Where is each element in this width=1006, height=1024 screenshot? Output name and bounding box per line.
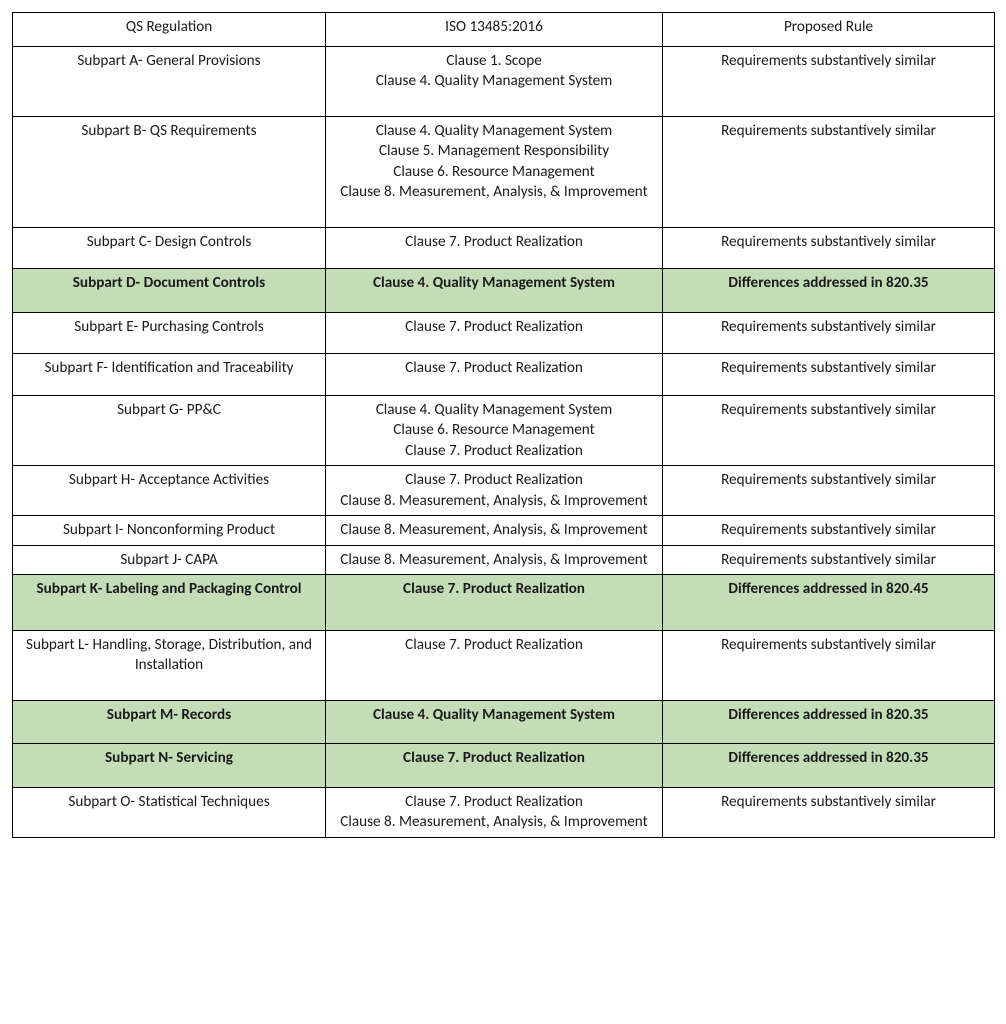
cell-iso: Clause 1. ScopeClause 4. Quality Managem…: [326, 46, 663, 116]
cell-qs: Subpart E- Purchasing Controls: [13, 312, 326, 354]
cell-qs: Subpart O- Statistical Techniques: [13, 787, 326, 837]
table-row: Subpart N- Servicing Clause 7. Product Re…: [13, 744, 995, 788]
cell-iso: Clause 7. Product Realization: [326, 354, 663, 396]
cell-iso: Clause 7. Product Realization: [326, 744, 663, 788]
cell-rule: Differences addressed in 820.45: [663, 575, 995, 631]
iso-clause-line: Clause 7. Product Realization: [334, 441, 654, 462]
table-row: Subpart D- Document Controls Clause 4. Qu…: [13, 269, 995, 313]
iso-clause-line: Clause 7. Product Realization: [334, 792, 654, 813]
cell-qs: Subpart F- Identification and Traceabili…: [13, 354, 326, 396]
cell-iso: Clause 7. Product Realization: [326, 630, 663, 700]
iso-clause-line: Clause 4. Quality Management System: [334, 71, 654, 92]
cell-rule: Requirements substantively similar: [663, 787, 995, 837]
table-body: Subpart A- General ProvisionsClause 1. S…: [13, 46, 995, 837]
cell-rule: Requirements substantively similar: [663, 312, 995, 354]
table-row: Subpart M- Records Clause 4. Quality Mana…: [13, 700, 995, 744]
iso-clause-line: Clause 7. Product Realization: [334, 317, 654, 338]
cell-iso: Clause 7. Product Realization: [326, 227, 663, 269]
cell-qs: Subpart G- PP&C: [13, 395, 326, 466]
cell-rule: Requirements substantively similar: [663, 466, 995, 516]
cell-qs: Subpart A- General Provisions: [13, 46, 326, 116]
iso-clause-line: Clause 8. Measurement, Analysis, & Impro…: [334, 491, 654, 512]
cell-qs: Subpart B- QS Requirements: [13, 116, 326, 227]
table-row: Subpart I- Nonconforming Product Clause 8…: [13, 516, 995, 546]
cell-iso: Clause 7. Product Realization: [326, 575, 663, 631]
iso-clause-line: Clause 7. Product Realization: [334, 635, 654, 656]
iso-clause-line: Clause 5. Management Responsibility: [334, 141, 654, 162]
table-row: Subpart C- Design Controls Clause 7. Prod…: [13, 227, 995, 269]
cell-iso: Clause 4. Quality Management SystemClaus…: [326, 395, 663, 466]
cell-rule: Requirements substantively similar: [663, 227, 995, 269]
table-row: Subpart K- Labeling and Packaging Contro…: [13, 575, 995, 631]
cell-iso: Clause 4. Quality Management System: [326, 700, 663, 744]
cell-rule: Differences addressed in 820.35: [663, 744, 995, 788]
iso-clause-line: Clause 7. Product Realization: [334, 748, 654, 769]
table-row: Subpart L- Handling, Storage, Distributi…: [13, 630, 995, 700]
header-iso: ISO 13485:2016: [326, 13, 663, 47]
iso-clause-line: Clause 8. Measurement, Analysis, & Impro…: [334, 520, 654, 541]
cell-qs: Subpart J- CAPA: [13, 545, 326, 575]
iso-clause-line: Clause 8. Measurement, Analysis, & Impro…: [334, 812, 654, 833]
cell-qs: Subpart K- Labeling and Packaging Contro…: [13, 575, 326, 631]
iso-clause-line: Clause 7. Product Realization: [334, 470, 654, 491]
table-row: Subpart E- Purchasing Controls Clause 7. …: [13, 312, 995, 354]
cell-rule: Requirements substantively similar: [663, 116, 995, 227]
cell-rule: Requirements substantively similar: [663, 46, 995, 116]
iso-clause-line: Clause 6. Resource Management: [334, 162, 654, 183]
cell-iso: Clause 7. Product RealizationClause 8. M…: [326, 787, 663, 837]
cell-iso: Clause 7. Product Realization: [326, 312, 663, 354]
iso-clause-line: Clause 8. Measurement, Analysis, & Impro…: [334, 550, 654, 571]
iso-clause-line: Clause 4. Quality Management System: [334, 400, 654, 421]
cell-rule: Differences addressed in 820.35: [663, 700, 995, 744]
table-row: Subpart J- CAPA Clause 8. Measurement, An…: [13, 545, 995, 575]
cell-rule: Requirements substantively similar: [663, 516, 995, 546]
iso-clause-line: Clause 4. Quality Management System: [334, 705, 654, 726]
cell-rule: Requirements substantively similar: [663, 545, 995, 575]
table-header-row: QS Regulation ISO 13485:2016 Proposed Ru…: [13, 13, 995, 47]
cell-rule: Differences addressed in 820.35: [663, 269, 995, 313]
iso-clause-line: Clause 7. Product Realization: [334, 358, 654, 379]
cell-qs: Subpart I- Nonconforming Product: [13, 516, 326, 546]
table-row: Subpart A- General ProvisionsClause 1. S…: [13, 46, 995, 116]
cell-qs: Subpart C- Design Controls: [13, 227, 326, 269]
iso-clause-line: Clause 4. Quality Management System: [334, 121, 654, 142]
cell-iso: Clause 4. Quality Management System: [326, 269, 663, 313]
table-row: Subpart G- PP&CClause 4. Quality Managem…: [13, 395, 995, 466]
iso-clause-line: Clause 6. Resource Management: [334, 420, 654, 441]
table-row: Subpart F- Identification and Traceabili…: [13, 354, 995, 396]
cell-rule: Requirements substantively similar: [663, 630, 995, 700]
cell-iso: Clause 8. Measurement, Analysis, & Impro…: [326, 516, 663, 546]
cell-qs: Subpart M- Records: [13, 700, 326, 744]
regulation-comparison-table: QS Regulation ISO 13485:2016 Proposed Ru…: [12, 12, 995, 838]
iso-clause-line: Clause 7. Product Realization: [334, 579, 654, 600]
cell-iso: Clause 7. Product RealizationClause 8. M…: [326, 466, 663, 516]
cell-qs: Subpart H- Acceptance Activities: [13, 466, 326, 516]
cell-qs: Subpart D- Document Controls: [13, 269, 326, 313]
table-row: Subpart O- Statistical TechniquesClause …: [13, 787, 995, 837]
cell-qs: Subpart N- Servicing: [13, 744, 326, 788]
table-row: Subpart H- Acceptance ActivitiesClause 7…: [13, 466, 995, 516]
header-qs: QS Regulation: [13, 13, 326, 47]
iso-clause-line: Clause 8. Measurement, Analysis, & Impro…: [334, 182, 654, 203]
header-rule: Proposed Rule: [663, 13, 995, 47]
iso-clause-line: Clause 1. Scope: [334, 51, 654, 72]
cell-rule: Requirements substantively similar: [663, 395, 995, 466]
cell-iso: Clause 8. Measurement, Analysis, & Impro…: [326, 545, 663, 575]
table-row: Subpart B- QS RequirementsClause 4. Qual…: [13, 116, 995, 227]
cell-rule: Requirements substantively similar: [663, 354, 995, 396]
iso-clause-line: Clause 4. Quality Management System: [334, 273, 654, 294]
iso-clause-line: Clause 7. Product Realization: [334, 232, 654, 253]
cell-qs: Subpart L- Handling, Storage, Distributi…: [13, 630, 326, 700]
cell-iso: Clause 4. Quality Management SystemClaus…: [326, 116, 663, 227]
